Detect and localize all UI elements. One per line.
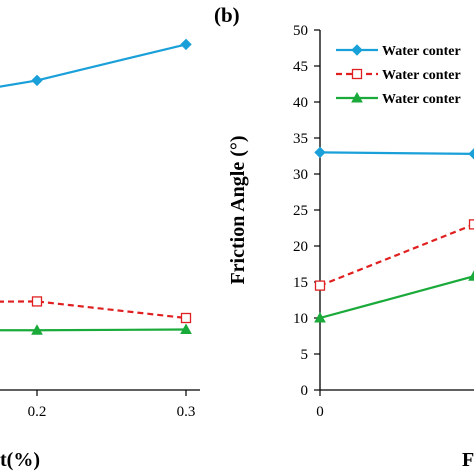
right-x-tick-label-1: 0 (316, 404, 324, 420)
left-series-3-point-3 (180, 323, 192, 335)
right-series-1-line (320, 151, 474, 155)
legend-marker-3 (351, 91, 363, 103)
left-series-3-point-2 (31, 324, 43, 335)
right-y-axis-title: Friction Angle (°) (227, 135, 249, 284)
right-y-tick-label-7: 30 (293, 167, 308, 183)
right-x-ticks: 0 (316, 390, 324, 420)
panel-label-b: (b) (214, 3, 240, 27)
right-chart-panel: (b) 0 5 10 15 20 25 30 35 40 45 50 0 Friction Angl… (214, 3, 474, 471)
right-series-2-point-1 (314, 280, 326, 291)
right-y-tick-label-9: 40 (293, 95, 308, 111)
right-series-1-point-2 (468, 148, 474, 160)
left-x-ticks: 0.2 0.3 (28, 390, 196, 420)
right-y-tick-label-8: 35 (293, 131, 308, 147)
right-y-tick-label-3: 10 (293, 311, 308, 327)
legend-marker-2 (351, 68, 363, 80)
left-series-2-point-3 (180, 312, 192, 324)
right-series-2-point-2 (468, 219, 474, 230)
left-series-group (0, 38, 192, 335)
left-series-1-point-2 (31, 74, 43, 87)
right-series-3-point-1 (314, 311, 326, 323)
right-y-tick-label-10: 45 (293, 59, 308, 75)
right-y-tick-label-11: 50 (293, 23, 308, 39)
left-chart-panel: 0.2 0.3 t(%) (0, 38, 200, 471)
legend-label-3: Water conter (382, 92, 461, 107)
legend-marker-1 (351, 44, 363, 56)
right-series-3-line (320, 275, 474, 320)
left-series-1-line (0, 43, 187, 88)
right-series-group (314, 146, 474, 323)
right-y-tick-label-5: 20 (293, 239, 308, 255)
left-series-2-point-2 (31, 296, 43, 307)
legend-label-1: Water conter (382, 44, 461, 59)
left-x-axis-title: t(%) (0, 449, 40, 471)
right-y-tick-label-4: 15 (293, 275, 308, 291)
left-x-tick-label-2: 0.3 (177, 404, 196, 420)
right-series-3-point-2 (468, 270, 474, 281)
legend-label-2: Water conter (382, 68, 461, 83)
left-series-1-point-3 (180, 38, 192, 51)
right-y-tick-label-6: 25 (293, 203, 308, 219)
right-x-axis-title: F (462, 449, 474, 471)
right-y-ticks: 0 5 10 15 20 25 30 35 40 45 50 (293, 23, 320, 399)
left-x-tick-label-1: 0.2 (28, 404, 47, 420)
legend: Water conter Water conter Water conter (336, 44, 461, 107)
right-y-tick-label-1: 0 (301, 383, 309, 399)
right-y-tick-label-2: 5 (301, 347, 309, 363)
left-series-2-line (0, 300, 187, 320)
right-series-1-point-1 (314, 146, 326, 159)
left-series-3-line (0, 328, 187, 332)
right-series-2-line (320, 223, 474, 287)
right-chart-axes (319, 30, 474, 391)
